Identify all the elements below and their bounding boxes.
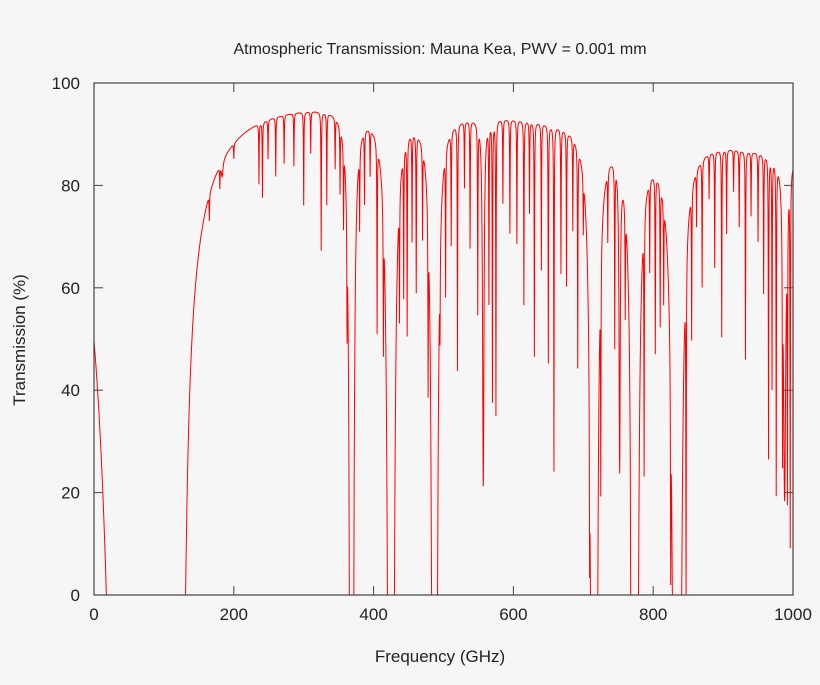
- x-tick-label: 1000: [774, 605, 812, 624]
- transmission-series-line: [93, 111, 794, 596]
- plot-frame: [93, 82, 794, 596]
- x-tick-label: 400: [359, 605, 387, 624]
- y-axis-label: Transmission (%): [10, 274, 29, 406]
- x-tick-label: 800: [639, 605, 667, 624]
- chart-title: Atmospheric Transmission: Mauna Kea, PWV…: [233, 41, 646, 58]
- y-tick-label: 80: [61, 176, 80, 195]
- axis-ticks: 0 200 400 600 800 1000 0 20 40 60 80 100: [52, 74, 812, 624]
- y-tick-label: 60: [61, 279, 80, 298]
- x-tick-label: 200: [220, 605, 248, 624]
- y-tick-label: 0: [71, 586, 80, 605]
- x-axis-label: Frequency (GHz): [375, 647, 505, 666]
- y-tick-label: 40: [61, 381, 80, 400]
- y-tick-label: 100: [52, 74, 80, 93]
- x-tick-label: 0: [89, 605, 98, 624]
- y-tick-label: 20: [61, 484, 80, 503]
- x-tick-label: 600: [499, 605, 527, 624]
